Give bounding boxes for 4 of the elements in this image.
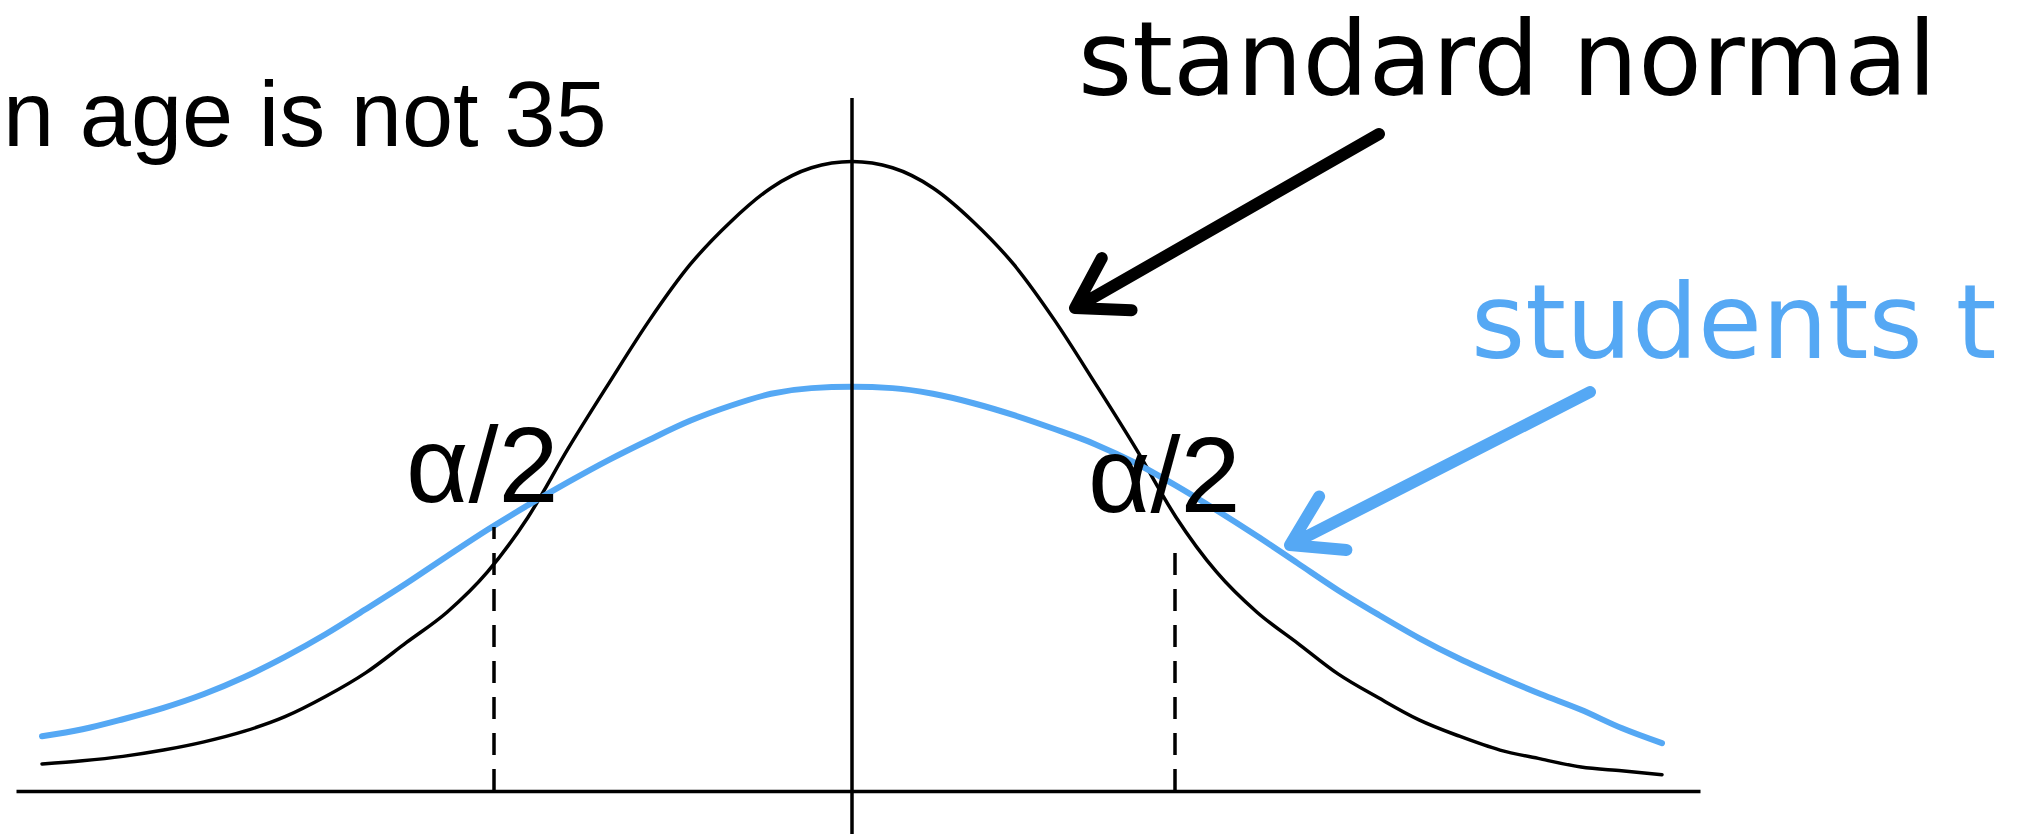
annotation: n age is not 35 — [3, 63, 607, 165]
annotation: α/2 — [406, 404, 559, 525]
text: students t — [1471, 261, 1997, 383]
series-label: standard normal — [1078, 0, 1937, 120]
